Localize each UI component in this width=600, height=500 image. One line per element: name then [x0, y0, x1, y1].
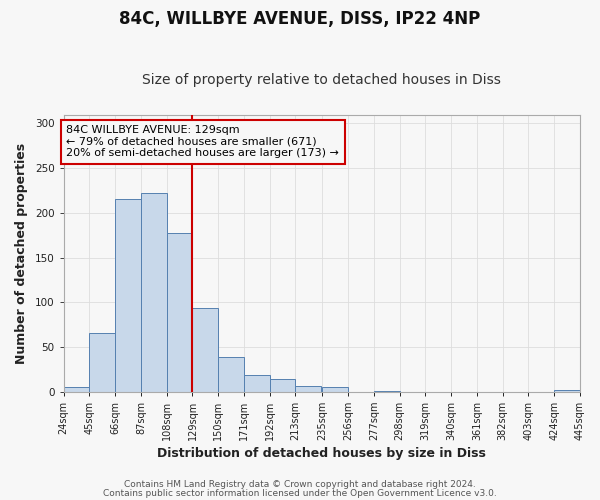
- Bar: [141, 193, 167, 392]
- Title: Size of property relative to detached houses in Diss: Size of property relative to detached ho…: [142, 73, 501, 87]
- Bar: [322, 387, 348, 392]
- Bar: [295, 386, 321, 392]
- X-axis label: Distribution of detached houses by size in Diss: Distribution of detached houses by size …: [157, 447, 486, 460]
- Text: Contains public sector information licensed under the Open Government Licence v3: Contains public sector information licen…: [103, 488, 497, 498]
- Bar: [193, 308, 218, 392]
- Bar: [374, 390, 400, 392]
- Bar: [89, 334, 115, 392]
- Bar: [64, 387, 89, 392]
- Text: 84C, WILLBYE AVENUE, DISS, IP22 4NP: 84C, WILLBYE AVENUE, DISS, IP22 4NP: [119, 10, 481, 28]
- Text: Contains HM Land Registry data © Crown copyright and database right 2024.: Contains HM Land Registry data © Crown c…: [124, 480, 476, 489]
- Bar: [218, 356, 244, 392]
- Bar: [244, 376, 270, 392]
- Bar: [554, 390, 580, 392]
- Text: 84C WILLBYE AVENUE: 129sqm
← 79% of detached houses are smaller (671)
20% of sem: 84C WILLBYE AVENUE: 129sqm ← 79% of deta…: [66, 126, 339, 158]
- Bar: [167, 234, 193, 392]
- Y-axis label: Number of detached properties: Number of detached properties: [15, 142, 28, 364]
- Bar: [115, 200, 141, 392]
- Bar: [270, 379, 295, 392]
